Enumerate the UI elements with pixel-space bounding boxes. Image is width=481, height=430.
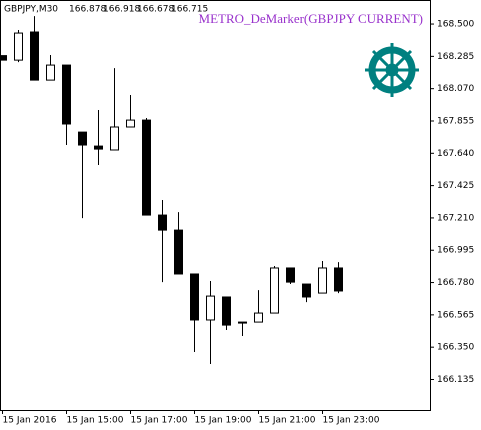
candle-body <box>206 295 215 321</box>
y-tick-label: 167.425 <box>437 181 474 191</box>
x-tick-label: 15 Jan 2016 <box>3 416 57 426</box>
candle-body <box>0 55 7 61</box>
candle-body <box>30 31 39 81</box>
candle-body <box>126 119 135 128</box>
candle-body <box>190 273 199 321</box>
y-tick-label: 166.565 <box>437 310 474 320</box>
x-tick-label: 15 Jan 19:00 <box>195 416 252 426</box>
symbol: GBPJPY,M30 <box>4 5 58 15</box>
y-tick-label: 168.285 <box>437 52 474 62</box>
candle-body <box>110 126 119 151</box>
candle-body <box>14 32 23 61</box>
plot-frame <box>0 0 431 411</box>
header-low: 166.678 <box>137 5 174 15</box>
x-tick-label: 15 Jan 15:00 <box>67 416 124 426</box>
y-tick-label: 167.855 <box>437 116 474 126</box>
logo-wheel <box>365 43 419 97</box>
candle-body <box>78 131 87 146</box>
y-tick-label: 167.210 <box>437 213 474 223</box>
header-high: 166.918 <box>103 5 140 15</box>
x-tick-label: 15 Jan 17:00 <box>131 416 188 426</box>
candle-body <box>254 312 263 323</box>
header-open: 166.878 <box>69 5 106 15</box>
candle-body <box>62 64 71 125</box>
candle-body <box>270 267 279 314</box>
candle-body <box>334 267 343 292</box>
y-tick-label: 168.500 <box>437 20 474 30</box>
candle-body <box>238 321 247 324</box>
y-tick-label: 168.070 <box>437 84 474 94</box>
candle-body <box>142 119 151 216</box>
y-tick-label: 166.780 <box>437 278 474 288</box>
y-tick-label: 166.350 <box>437 343 474 353</box>
candle-body <box>94 145 103 150</box>
y-tick-label: 166.995 <box>437 246 474 256</box>
candle-body <box>302 283 311 298</box>
x-tick-label: 15 Jan 21:00 <box>259 416 316 426</box>
candle-body <box>318 267 327 294</box>
y-tick-label: 167.640 <box>437 149 474 159</box>
candle-body <box>46 64 55 81</box>
candle-body <box>174 229 183 275</box>
candle-body <box>286 267 295 283</box>
indicator-label: METRO_DeMarker(GBPJPY CURRENT) <box>199 11 423 26</box>
candle-body <box>158 214 167 231</box>
header-close: 166.715 <box>171 5 208 15</box>
candle-body <box>222 296 231 326</box>
y-tick-label: 166.135 <box>437 375 474 385</box>
x-tick-label: 15 Jan 23:00 <box>323 416 380 426</box>
